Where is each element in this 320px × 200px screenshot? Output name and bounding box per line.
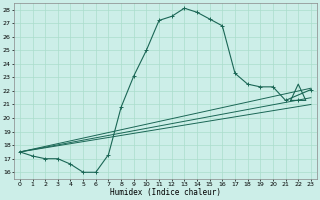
X-axis label: Humidex (Indice chaleur): Humidex (Indice chaleur) (110, 188, 221, 197)
